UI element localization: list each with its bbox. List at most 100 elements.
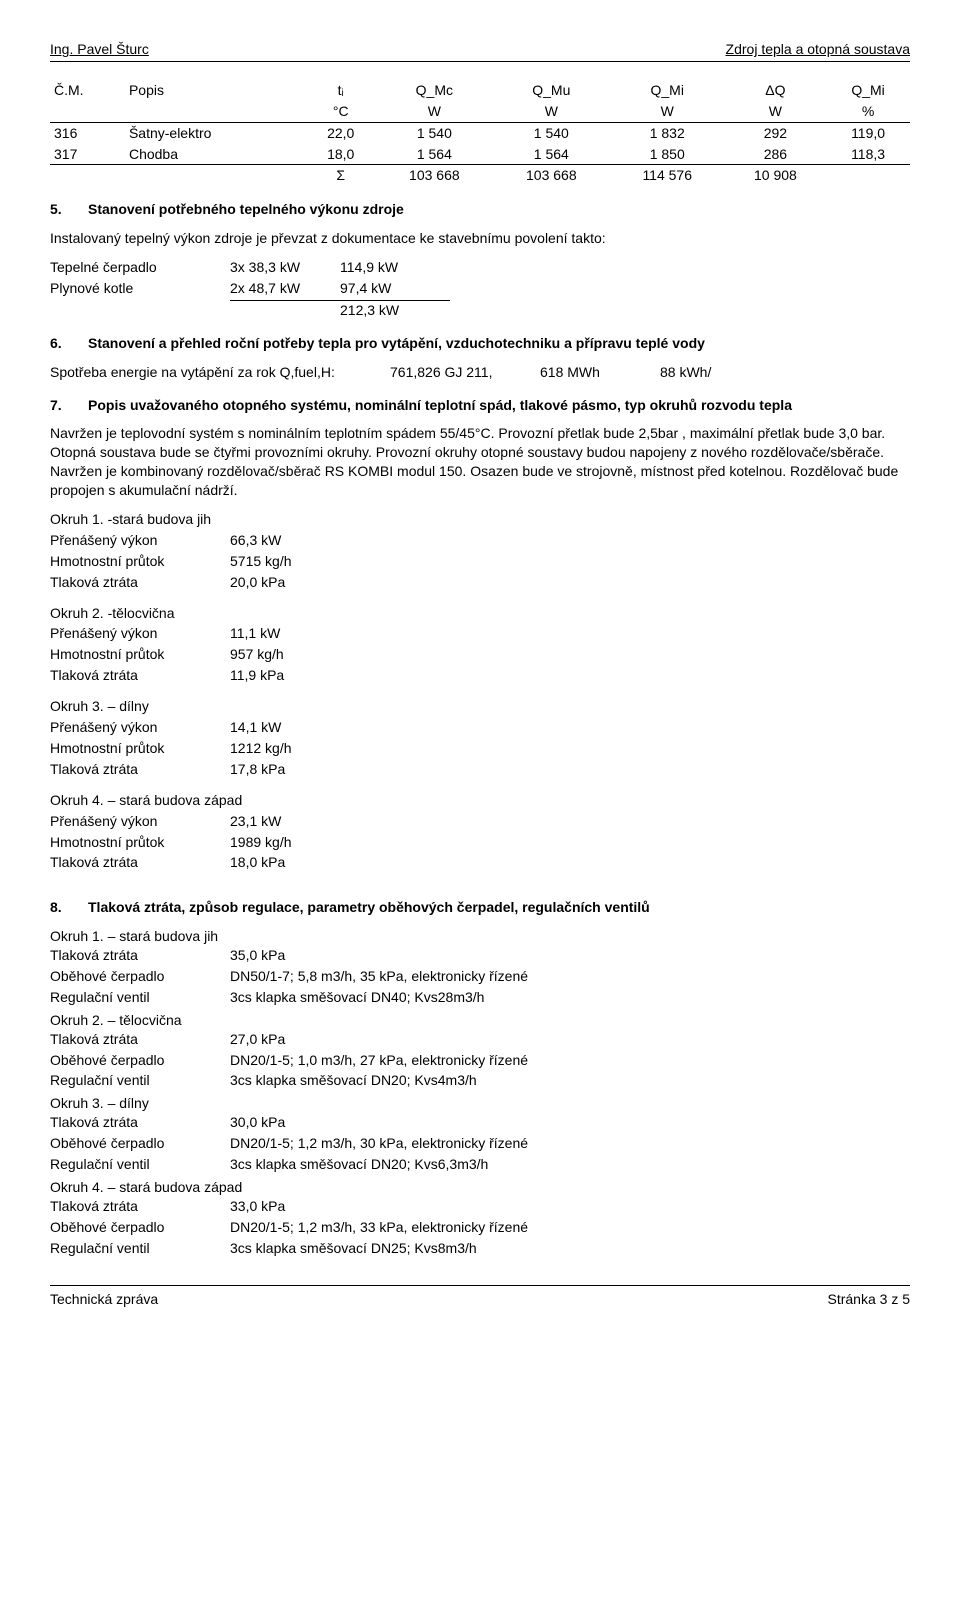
table-cell: W <box>376 101 493 122</box>
table-cell: 316 <box>50 122 125 143</box>
page-header: Ing. Pavel Šturc Zdroj tepla a otopná so… <box>50 40 910 62</box>
section-7-head: 7. Popis uvažovaného otopného systému, n… <box>50 396 910 415</box>
table-cell: % <box>826 101 910 122</box>
regulation-row: Tlaková ztráta33,0 kPa <box>50 1197 910 1216</box>
circuit-param-row: Přenášený výkon11,1 kW <box>50 624 910 643</box>
circuit-param-row: Přenášený výkon66,3 kW <box>50 531 910 550</box>
table-cell: 1 540 <box>493 122 610 143</box>
regulation-row: Oběhové čerpadloDN20/1-5; 1,2 m3/h, 30 k… <box>50 1134 910 1153</box>
section-number: 6. <box>50 334 70 353</box>
table-cell: 292 <box>725 122 826 143</box>
param-label: Hmotnostní průtok <box>50 552 230 571</box>
table-cell: 103 668 <box>493 165 610 186</box>
regulation-value: 27,0 kPa <box>230 1030 910 1049</box>
regulation-row: Regulační ventil3cs klapka směšovací DN2… <box>50 1239 910 1258</box>
table-cell: 10 908 <box>725 165 826 186</box>
regulation-label: Regulační ventil <box>50 988 230 1007</box>
regulation-value: 3cs klapka směšovací DN20; Kvs4m3/h <box>230 1071 910 1090</box>
table-row: 316Šatny-elektro22,01 5401 5401 83229211… <box>50 122 910 143</box>
regulation-value: DN50/1-7; 5,8 m3/h, 35 kPa, elektronicky… <box>230 967 910 986</box>
table-row: 317Chodba18,01 5641 5641 850286118,3 <box>50 144 910 165</box>
circuit-param-row: Tlaková ztráta20,0 kPa <box>50 573 910 592</box>
regulation-row: Oběhové čerpadloDN50/1-7; 5,8 m3/h, 35 k… <box>50 967 910 986</box>
circuit-param-row: Hmotnostní průtok1212 kg/h <box>50 739 910 758</box>
param-value: 1212 kg/h <box>230 739 910 758</box>
regulation-row: Oběhové čerpadloDN20/1-5; 1,0 m3/h, 27 k… <box>50 1051 910 1070</box>
table-cell <box>125 101 306 122</box>
table-cell: W <box>493 101 610 122</box>
circuit-block: Okruh 4. – stará budova západPřenášený v… <box>50 791 910 873</box>
section-6-spend: Spotřeba energie na vytápění za rok Q,fu… <box>50 363 910 382</box>
circuit-block: Okruh 3. – dílnyPřenášený výkon14,1 kWHm… <box>50 697 910 779</box>
section-6-head: 6. Stanovení a přehled roční potřeby tep… <box>50 334 910 353</box>
section-5-row: Plynové kotle2x 48,7 kW97,4 kW <box>50 279 910 298</box>
regulation-group: Okruh 2. – tělocvičnaTlaková ztráta27,0 … <box>50 1011 910 1091</box>
regulation-row: Tlaková ztráta30,0 kPa <box>50 1113 910 1132</box>
regulation-label: Tlaková ztráta <box>50 1197 230 1216</box>
regulation-value: DN20/1-5; 1,2 m3/h, 33 kPa, elektronicky… <box>230 1218 910 1237</box>
table-cell: Šatny-elektro <box>125 122 306 143</box>
param-value: 11,9 kPa <box>230 666 910 685</box>
regulation-title: Okruh 4. – stará budova západ <box>50 1178 910 1197</box>
param-value: 66,3 kW <box>230 531 910 550</box>
table-cell: Q_Mu <box>493 80 610 101</box>
circuit-param-row: Hmotnostní průtok1989 kg/h <box>50 833 910 852</box>
circuit-param-row: Hmotnostní průtok957 kg/h <box>50 645 910 664</box>
section-5-row: Tepelné čerpadlo3x 38,3 kW114,9 kW <box>50 258 910 277</box>
header-right: Zdroj tepla a otopná soustava <box>726 40 910 59</box>
circuit-block: Okruh 1. -stará budova jih Přenášený výko… <box>50 510 910 592</box>
section-number: 7. <box>50 396 70 415</box>
section-5-total-row: 212,3 kW <box>50 300 910 320</box>
param-label: Tlaková ztráta <box>50 760 230 779</box>
table-cell: 1 540 <box>376 122 493 143</box>
circuit-title: Okruh 4. – stará budova západ <box>50 791 910 810</box>
table-cell: 286 <box>725 144 826 165</box>
table-cell: 1 564 <box>493 144 610 165</box>
table-cell: tᵢ <box>306 80 376 101</box>
regulation-title: Okruh 2. – tělocvična <box>50 1011 910 1030</box>
regulation-label: Tlaková ztráta <box>50 946 230 965</box>
regulation-group: Okruh 4. – stará budova západTlaková ztr… <box>50 1178 910 1258</box>
regulation-row: Regulační ventil3cs klapka směšovací DN2… <box>50 1155 910 1174</box>
circuit-block: Okruh 2. -tělocvičnaPřenášený výkon11,1 … <box>50 604 910 686</box>
table-cell <box>826 165 910 186</box>
circuit-title: Okruh 2. -tělocvična <box>50 604 910 623</box>
spend-v1: 761,826 GJ 211, <box>390 363 540 382</box>
regulation-value: DN20/1-5; 1,2 m3/h, 30 kPa, elektronicky… <box>230 1134 910 1153</box>
heat-table: Č.M.PopistᵢQ_McQ_MuQ_MiΔQQ_Mi °CWWWW% 31… <box>50 80 910 186</box>
param-label: Tlaková ztráta <box>50 853 230 872</box>
header-left: Ing. Pavel Šturc <box>50 40 149 59</box>
regulation-group: Okruh 1. – stará budova jihTlaková ztrát… <box>50 927 910 1007</box>
table-cell: 103 668 <box>376 165 493 186</box>
table-cell: 22,0 <box>306 122 376 143</box>
section-8-head: 8. Tlaková ztráta, způsob regulace, para… <box>50 898 910 917</box>
table-cell: 1 564 <box>376 144 493 165</box>
param-label: Přenášený výkon <box>50 718 230 737</box>
section-title: Stanovení potřebného tepelného výkonu zd… <box>88 200 404 219</box>
circuit-title: Okruh 1. -stará budova jih <box>50 510 910 529</box>
source-value: 2x 48,7 kW <box>230 279 340 298</box>
spend-v3: 88 kWh/ <box>660 363 760 382</box>
param-value: 1989 kg/h <box>230 833 910 852</box>
source-label: Tepelné čerpadlo <box>50 258 230 277</box>
footer-right: Stránka 3 z 5 <box>828 1290 911 1309</box>
regulation-row: Tlaková ztráta27,0 kPa <box>50 1030 910 1049</box>
param-label: Hmotnostní průtok <box>50 645 230 664</box>
table-cell <box>50 165 125 186</box>
spend-label: Spotřeba energie na vytápění za rok Q,fu… <box>50 363 390 382</box>
page-footer: Technická zpráva Stránka 3 z 5 <box>50 1285 910 1309</box>
table-cell: 119,0 <box>826 122 910 143</box>
regulation-value: DN20/1-5; 1,0 m3/h, 27 kPa, elektronicky… <box>230 1051 910 1070</box>
regulation-group: Okruh 3. – dílnyTlaková ztráta30,0 kPaOb… <box>50 1094 910 1174</box>
section-7-para: Navržen je teplovodní systém s nominální… <box>50 424 910 500</box>
param-value: 14,1 kW <box>230 718 910 737</box>
param-label: Přenášený výkon <box>50 624 230 643</box>
table-cell: Q_Mc <box>376 80 493 101</box>
table-cell: °C <box>306 101 376 122</box>
regulation-title: Okruh 1. – stará budova jih <box>50 927 910 946</box>
param-label: Hmotnostní průtok <box>50 739 230 758</box>
section-title: Popis uvažovaného otopného systému, nomi… <box>88 396 792 415</box>
regulation-row: Oběhové čerpadloDN20/1-5; 1,2 m3/h, 33 k… <box>50 1218 910 1237</box>
source-value: 97,4 kW <box>340 279 450 298</box>
regulation-label: Regulační ventil <box>50 1155 230 1174</box>
